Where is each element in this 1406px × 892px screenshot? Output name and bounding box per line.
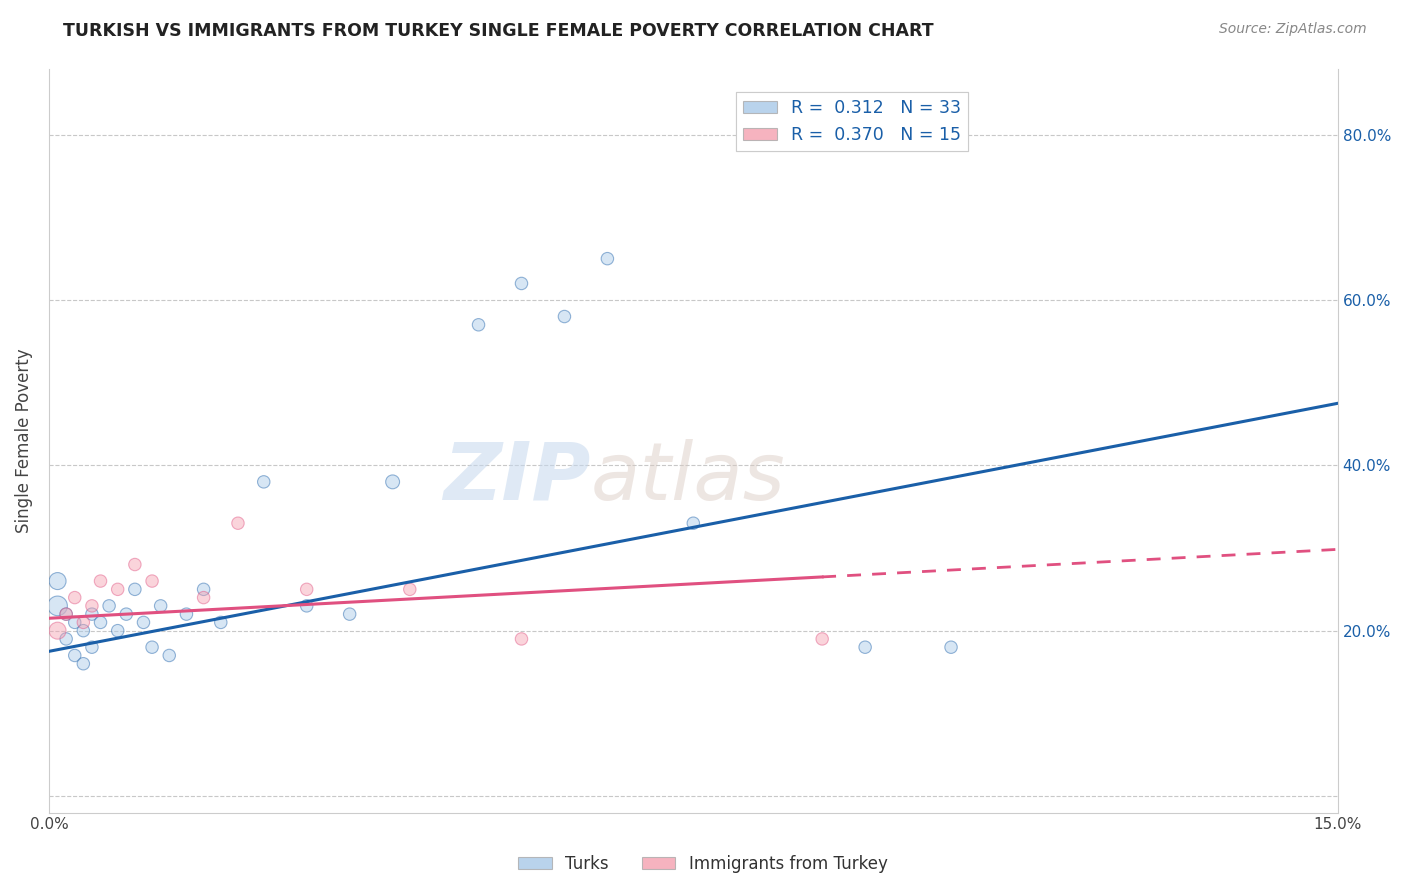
Point (682, 516, 704, 531)
Point (89, 574, 111, 588)
Y-axis label: Single Female Poverty: Single Female Poverty (15, 348, 32, 533)
Point (295, 599, 318, 613)
Point (141, 640, 163, 655)
Point (132, 615, 155, 630)
Point (46, 624, 69, 638)
Point (80, 607, 103, 621)
Point (596, 252, 619, 266)
Point (176, 607, 198, 621)
Text: Source: ZipAtlas.com: Source: ZipAtlas.com (1219, 22, 1367, 37)
Point (107, 582, 129, 597)
Point (46, 599, 69, 613)
Point (553, 310, 575, 324)
Point (55, 607, 77, 621)
Point (193, 591, 215, 605)
Point (510, 632, 533, 646)
Point (124, 558, 146, 572)
Point (63, 648, 86, 663)
Point (89, 615, 111, 630)
Point (853, 640, 876, 655)
Point (339, 607, 361, 621)
Point (72, 657, 94, 671)
Point (149, 599, 172, 613)
Point (80, 640, 103, 655)
Point (381, 475, 404, 489)
Point (939, 640, 962, 655)
Text: TURKISH VS IMMIGRANTS FROM TURKEY SINGLE FEMALE POVERTY CORRELATION CHART: TURKISH VS IMMIGRANTS FROM TURKEY SINGLE… (63, 22, 934, 40)
Text: atlas: atlas (591, 439, 785, 516)
Point (115, 607, 138, 621)
Point (63, 591, 86, 605)
Point (398, 582, 420, 597)
Text: ZIP: ZIP (443, 439, 591, 516)
Point (80, 599, 103, 613)
Point (811, 632, 834, 646)
Point (72, 624, 94, 638)
Point (510, 277, 533, 291)
Point (226, 516, 249, 531)
Point (157, 648, 180, 663)
Point (295, 582, 318, 597)
Point (209, 615, 232, 630)
Point (63, 615, 86, 630)
Point (55, 632, 77, 646)
Point (98, 599, 121, 613)
Legend: Turks, Immigrants from Turkey: Turks, Immigrants from Turkey (512, 848, 894, 880)
Point (253, 475, 276, 489)
Point (141, 574, 163, 588)
Legend: R =  0.312   N = 33, R =  0.370   N = 15: R = 0.312 N = 33, R = 0.370 N = 15 (735, 92, 969, 151)
Point (467, 318, 489, 332)
Point (107, 624, 129, 638)
Point (46, 574, 69, 588)
Point (55, 607, 77, 621)
Point (72, 615, 94, 630)
Point (193, 582, 215, 597)
Point (124, 582, 146, 597)
